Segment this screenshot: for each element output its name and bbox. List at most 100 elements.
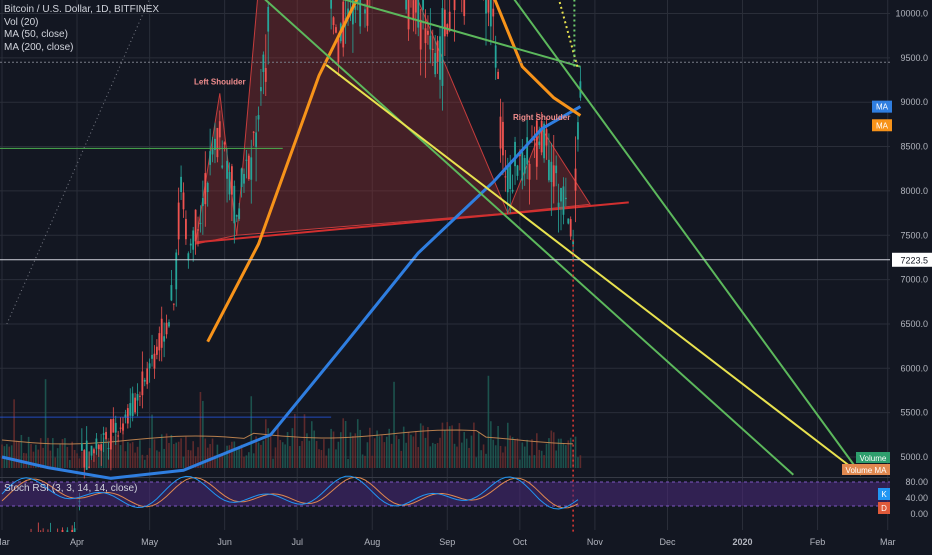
volume-bar (345, 421, 347, 468)
volume-bar (371, 456, 373, 468)
volume-bar (430, 446, 432, 468)
volume-bar (374, 438, 376, 468)
candle-body (546, 129, 548, 145)
candle-body (265, 68, 267, 82)
candle-body (454, 0, 456, 10)
volume-bar (318, 449, 320, 468)
candle-body (129, 403, 131, 416)
time-tick-label: Mar (0, 537, 10, 547)
candle-body (98, 445, 100, 450)
volume-bar (567, 440, 569, 468)
candle-body (93, 449, 95, 453)
volume-bar (50, 451, 52, 468)
candle-body (146, 368, 148, 384)
volume-bar (25, 453, 27, 468)
volume-bar (509, 436, 511, 468)
price-tick-label: 9000.0 (900, 97, 928, 107)
candle-body (253, 132, 255, 133)
volume-bar (270, 436, 272, 468)
volume-bar (168, 443, 170, 468)
volume-bar (439, 438, 441, 468)
candle-body (492, 9, 494, 17)
candle-body (110, 419, 112, 449)
volume-bar (538, 450, 540, 468)
volume-bar (246, 455, 248, 468)
volume-bar (67, 447, 69, 468)
volume-bar (277, 426, 279, 468)
volume-bar (483, 444, 485, 468)
volume-bar (384, 442, 386, 468)
volume-bar (463, 432, 465, 468)
volume-bar (284, 444, 286, 468)
volume-bar (173, 444, 175, 468)
volume-bar (231, 442, 233, 468)
volume-bar (490, 421, 492, 468)
volume-bar (570, 438, 572, 468)
candle-body (364, 9, 366, 13)
candle-body (570, 219, 572, 236)
candle-body (548, 160, 550, 180)
ma50-indicator-label[interactable]: MA (50, close) (4, 29, 159, 42)
volume-bar (69, 460, 71, 468)
candle-body (504, 176, 506, 177)
volume-bar (413, 436, 415, 468)
volume-bar (142, 455, 144, 468)
volume-bar (512, 437, 514, 468)
candle-body (560, 188, 562, 201)
candle-body (154, 354, 156, 369)
volume-bar (357, 419, 359, 468)
time-tick-label: Mar (880, 537, 896, 547)
candle-body (233, 186, 235, 223)
ma-badge-label-0: MA (876, 103, 889, 112)
rsi-badge-label-0: K (881, 490, 887, 499)
volume-bar (166, 434, 168, 468)
price-tick-label: 8000.0 (900, 186, 928, 196)
candle-body (221, 165, 223, 167)
candle-body (248, 156, 250, 179)
time-tick-label: Aug (364, 537, 380, 547)
price-tick-label: 5500.0 (900, 408, 928, 418)
price-tick-label: 6000.0 (900, 363, 928, 373)
candle-body (502, 122, 504, 155)
candle-body (463, 0, 465, 16)
volume-bar (299, 446, 301, 468)
candle-body (521, 152, 523, 180)
stoch-rsi-title[interactable]: Stoch RSI (3, 3, 14, 14, close) (4, 483, 137, 494)
volume-bar (408, 432, 410, 468)
ma200-indicator-label[interactable]: MA (200, close) (4, 42, 159, 55)
volume-bar (154, 439, 156, 468)
volume-bar (364, 456, 366, 468)
volume-bar (40, 438, 42, 468)
candle-body (175, 253, 177, 290)
volume-bar (287, 432, 289, 468)
candle-body (231, 166, 233, 194)
time-tick-label: Apr (70, 537, 84, 547)
volume-bar (54, 458, 56, 468)
volume-bar (529, 455, 531, 468)
volume-bar (258, 443, 260, 468)
volume-bar (163, 449, 165, 468)
volume-bar (524, 447, 526, 468)
candle-body (367, 0, 369, 26)
candle-body (238, 208, 240, 219)
volume-bar (219, 456, 221, 468)
volume-bar (422, 426, 424, 468)
volume-bar (446, 422, 448, 468)
candle-body (408, 0, 410, 29)
candle-body (144, 380, 146, 382)
price-tick-label: 9500.0 (900, 53, 928, 63)
volume-indicator-label[interactable]: Vol (20) (4, 17, 159, 30)
candle-body (149, 363, 151, 368)
volume-bar (224, 455, 226, 468)
volume-bar (229, 445, 231, 468)
volume-bar (485, 454, 487, 468)
rsi-tick-label: 0.00 (910, 509, 928, 519)
volume-bar (260, 445, 262, 468)
volume-bar (183, 457, 185, 468)
symbol-title[interactable]: Bitcoin / U.S. Dollar, 1D, BITFINEX (4, 4, 159, 17)
candle-body (538, 142, 540, 146)
price-tick-label: 8500.0 (900, 142, 928, 152)
pattern-annotation-1: Left Shoulder (194, 77, 246, 86)
